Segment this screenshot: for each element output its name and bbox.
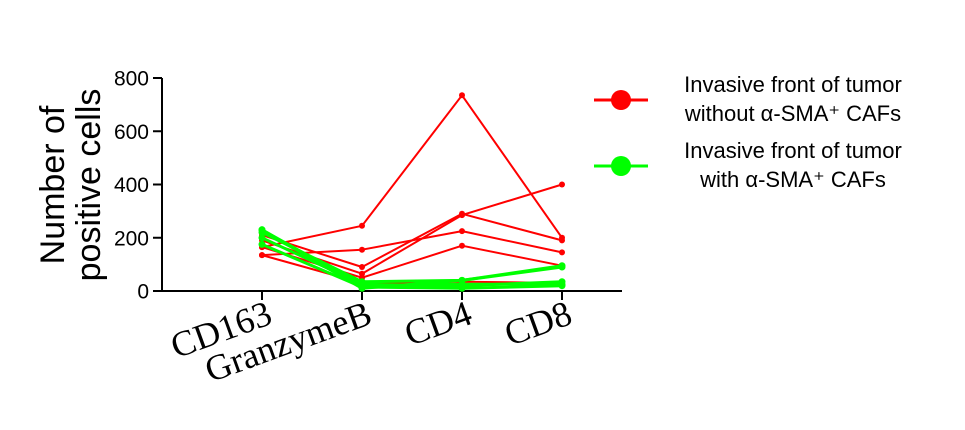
legend-label-line: Invasive front of tumor — [684, 72, 902, 97]
y-tick-label: 800 — [114, 68, 149, 91]
series-line-group1-4 — [261, 230, 563, 257]
data-point — [258, 240, 266, 248]
data-point — [459, 228, 465, 235]
data-point — [458, 280, 466, 288]
y-axis-label-line-2: positive cells — [70, 89, 108, 282]
legend-label-line: Invasive front of tumor — [684, 138, 902, 163]
series-line-group2-4 — [261, 243, 563, 290]
axes — [161, 78, 622, 292]
data-point — [258, 226, 266, 234]
x-tick-label-cd8: CD8 — [499, 293, 577, 354]
data-point — [459, 212, 465, 219]
y-tick-label: 0 — [137, 281, 149, 304]
data-point — [359, 264, 365, 270]
data-point — [358, 282, 366, 290]
data-point — [558, 280, 566, 288]
legend: Invasive front of tumor without α-SMA⁺ CA… — [594, 72, 902, 192]
data-point — [558, 263, 566, 271]
series-line-group1-1 — [261, 94, 563, 249]
data-point — [258, 234, 266, 242]
data-point — [559, 181, 565, 188]
data-point — [559, 249, 565, 256]
y-tick-label: 400 — [114, 174, 149, 197]
legend-label-line: with α-SMA⁺ CAFs — [699, 167, 886, 192]
legend-label-line: without α-SMA⁺ CAFs — [684, 101, 901, 126]
data-point — [259, 252, 265, 259]
series-line-group2-5 — [261, 228, 562, 288]
y-tick-label: 600 — [114, 121, 149, 144]
legend-marker — [611, 90, 631, 110]
legend-marker — [611, 156, 631, 176]
y-tick-label: 200 — [114, 227, 149, 250]
y-axis-label: Number of positive cells — [34, 89, 108, 282]
data-point — [559, 237, 565, 244]
series-lines — [258, 92, 566, 292]
data-point — [359, 222, 365, 229]
data-point — [359, 246, 365, 253]
data-point — [459, 242, 465, 249]
data-point — [459, 92, 465, 99]
y-ticks: 0 200 400 600 800 — [114, 68, 162, 304]
x-tick-label-cd4: CD4 — [399, 293, 477, 354]
y-axis-label-line-1: Number of — [34, 105, 72, 264]
